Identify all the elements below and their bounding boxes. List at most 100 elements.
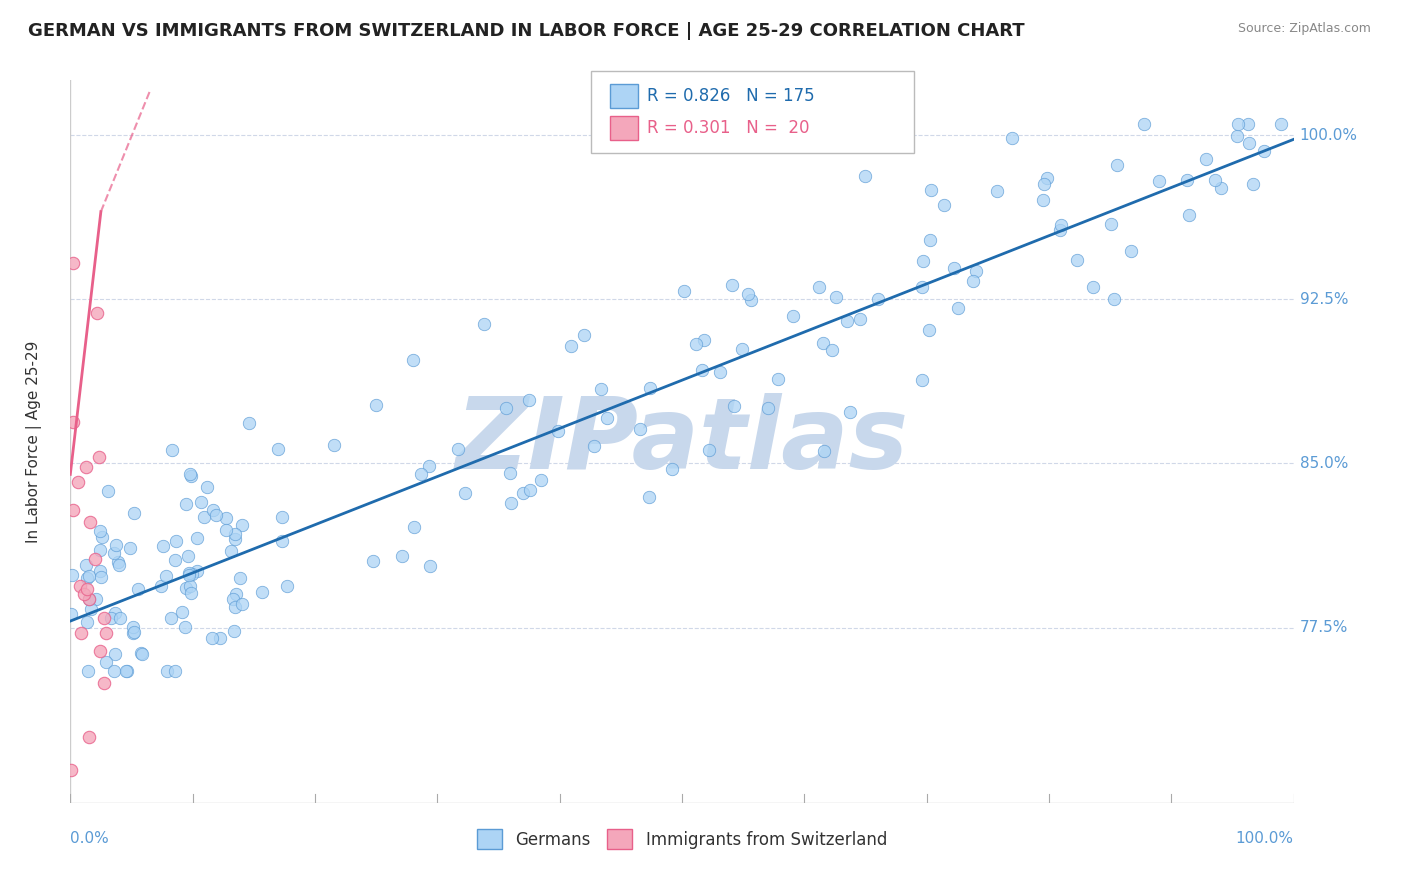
Point — [1119, 244, 1142, 258]
Point — [84, 591, 107, 606]
Point — [77, 591, 100, 606]
Point — [215, 523, 238, 537]
Point — [849, 312, 872, 326]
Point — [720, 277, 742, 292]
Point — [866, 292, 889, 306]
Point — [583, 439, 606, 453]
Point — [70, 626, 93, 640]
Point — [209, 631, 232, 645]
Point — [225, 587, 247, 601]
Point — [238, 416, 260, 430]
Point — [67, 475, 90, 489]
Point — [224, 527, 246, 541]
Point — [1066, 253, 1088, 268]
Point — [180, 469, 202, 483]
Point — [271, 534, 294, 549]
Text: Source: ZipAtlas.com: Source: ZipAtlas.com — [1237, 22, 1371, 36]
Point — [1270, 117, 1292, 131]
Point — [366, 399, 388, 413]
Point — [79, 515, 101, 529]
Point — [84, 552, 107, 566]
Point — [1099, 217, 1122, 231]
Point — [499, 466, 522, 480]
Point — [517, 392, 540, 407]
Point — [107, 555, 129, 569]
Point — [77, 730, 100, 744]
Point — [811, 335, 834, 350]
Point — [638, 491, 661, 505]
Point — [89, 644, 111, 658]
Point — [76, 571, 98, 585]
Point — [222, 624, 245, 638]
Point — [530, 473, 553, 487]
Legend: Germans, Immigrants from Switzerland: Germans, Immigrants from Switzerland — [470, 822, 894, 856]
Point — [231, 518, 253, 533]
Point — [156, 665, 179, 679]
Text: In Labor Force | Age 25-29: In Labor Force | Age 25-29 — [25, 341, 42, 542]
Point — [229, 571, 252, 585]
Point — [97, 484, 120, 499]
Point — [766, 372, 789, 386]
Point — [193, 509, 215, 524]
Point — [418, 458, 440, 473]
Point — [910, 373, 932, 387]
Point — [1237, 136, 1260, 150]
Point — [723, 399, 745, 413]
Point — [589, 382, 612, 396]
Point — [821, 343, 844, 357]
Point — [807, 280, 830, 294]
Point — [419, 558, 441, 573]
Point — [93, 675, 115, 690]
Point — [62, 503, 84, 517]
Point — [215, 511, 238, 525]
Point — [402, 352, 425, 367]
Point — [129, 646, 152, 660]
Point — [89, 524, 111, 538]
Point — [918, 323, 941, 337]
Point — [391, 549, 413, 563]
Point — [91, 530, 114, 544]
Point — [948, 301, 970, 315]
Point — [839, 405, 862, 419]
Point — [149, 579, 172, 593]
Point — [1227, 117, 1250, 131]
Point — [179, 566, 201, 580]
Point — [190, 495, 212, 509]
Point — [276, 579, 298, 593]
Text: R = 0.826   N = 175: R = 0.826 N = 175 — [647, 87, 814, 105]
Point — [911, 253, 934, 268]
Point — [186, 564, 208, 578]
Point — [131, 648, 153, 662]
Point — [76, 582, 98, 596]
Point — [89, 542, 111, 557]
Point — [756, 401, 779, 415]
Point — [62, 256, 84, 270]
Point — [121, 620, 143, 634]
Point — [96, 625, 118, 640]
Point — [853, 169, 876, 183]
Point — [1178, 208, 1201, 222]
Point — [108, 611, 131, 625]
Point — [104, 647, 127, 661]
Point — [76, 615, 98, 630]
Point — [224, 599, 246, 614]
Point — [363, 554, 385, 568]
Point — [250, 584, 273, 599]
Point — [519, 483, 541, 497]
Text: 100.0%: 100.0% — [1236, 831, 1294, 847]
Point — [740, 293, 762, 308]
Point — [90, 570, 112, 584]
Point — [201, 631, 224, 645]
Point — [271, 510, 294, 524]
Point — [1241, 178, 1264, 192]
Point — [104, 538, 127, 552]
Point — [118, 541, 141, 555]
Point — [202, 502, 225, 516]
Point — [100, 611, 122, 625]
Point — [186, 531, 208, 545]
Point — [170, 605, 193, 619]
Point — [447, 442, 470, 457]
Point — [73, 587, 96, 601]
Point — [60, 763, 83, 777]
Point — [1177, 172, 1199, 186]
